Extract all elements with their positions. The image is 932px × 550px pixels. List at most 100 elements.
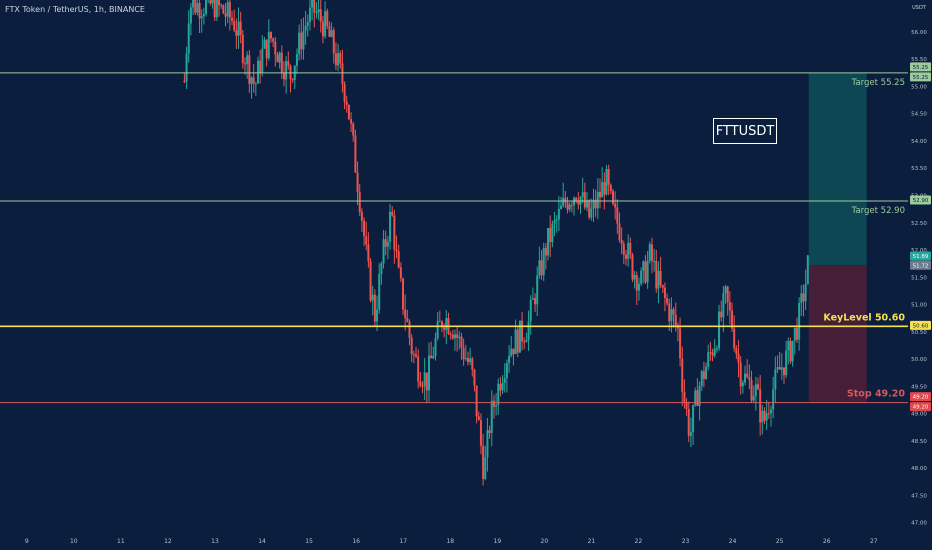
candle-body [694, 390, 697, 405]
candle-body [510, 348, 513, 356]
candle-body [631, 254, 634, 280]
candle-body [261, 48, 264, 73]
candle-body [748, 377, 751, 381]
y-tick-label: 50.50 [911, 330, 927, 336]
candle-body [763, 410, 766, 421]
candle-body [601, 182, 604, 198]
candle-body [343, 83, 346, 102]
candle-body [761, 410, 764, 423]
candle-body [670, 309, 673, 322]
candle-body [598, 192, 601, 198]
price-axis[interactable] [908, 0, 932, 550]
candle-body [657, 271, 660, 289]
candle-body [614, 203, 617, 208]
x-tick-label: 23 [682, 538, 690, 545]
candle-body [311, 0, 314, 8]
candle-body [544, 247, 547, 256]
candle-body [731, 310, 734, 329]
stop-zone [808, 265, 867, 403]
candle-body [412, 354, 415, 356]
candle-body [785, 350, 788, 376]
level-lines: Target 55.25 Target 52.90 KeyLevel 50.60 St… [0, 72, 908, 404]
candle-body [471, 358, 474, 370]
candle-body [373, 294, 376, 322]
symbol-annotation: FTTUSDT [713, 118, 777, 144]
candle-body [804, 284, 807, 302]
candle-body [241, 34, 244, 64]
candle-body [547, 228, 550, 256]
price-badge [910, 402, 931, 412]
candle-body [787, 340, 790, 351]
candle-body [575, 197, 578, 201]
candle-body [653, 260, 656, 262]
candle-body [752, 396, 755, 401]
candle-body [365, 236, 368, 245]
candle-body [512, 348, 515, 355]
candle-body [555, 219, 558, 221]
current-price-label: 51.72 [913, 263, 929, 269]
candle-body [497, 383, 500, 406]
price-badge-label: 50.60 [913, 323, 929, 329]
candle-body [237, 21, 240, 36]
candle-body [254, 83, 257, 85]
candle-body [713, 348, 716, 356]
candle-body [488, 430, 491, 433]
candle-body [393, 215, 396, 250]
candle-body [798, 302, 801, 340]
candle-body [399, 267, 402, 279]
level-label: KeyLevel 50.60 [823, 312, 905, 323]
candle-body [479, 420, 482, 446]
candle-body [681, 358, 684, 392]
x-tick-label: 17 [399, 538, 407, 545]
y-tick-label: 53.50 [911, 166, 927, 172]
candle-body [724, 286, 727, 294]
candle-body [514, 329, 517, 355]
time-axis[interactable] [0, 532, 932, 550]
y-tick-label: 55.00 [911, 84, 927, 90]
candle-body [196, 2, 199, 13]
candle-body [728, 302, 731, 311]
candle-body [319, 9, 322, 22]
candle-body [267, 32, 270, 59]
candle-body [802, 293, 805, 302]
candle-body [650, 244, 653, 262]
candle-body [769, 409, 772, 414]
candle-body [562, 197, 565, 206]
x-tick-label: 15 [305, 538, 313, 545]
candle-body [793, 327, 796, 341]
x-tick-label: 20 [541, 538, 549, 545]
candle-body [449, 333, 452, 335]
candle-body [337, 53, 340, 66]
candle-body [415, 354, 418, 357]
candle-body [672, 309, 675, 315]
candle-body [780, 367, 783, 370]
candle-body [419, 381, 422, 386]
level-label: Stop 49.20 [847, 389, 905, 400]
y-tick-label: 51.00 [911, 303, 927, 309]
candle-body [209, 0, 212, 4]
candle-body [588, 200, 591, 218]
level-label: Target 52.90 [851, 206, 905, 216]
candle-body [685, 402, 688, 409]
candle-body [806, 255, 809, 285]
candle-body [317, 9, 320, 13]
candle-body [404, 309, 407, 318]
candle-body [421, 385, 424, 387]
candle-body [321, 21, 324, 37]
candle-body [737, 354, 740, 363]
candle-body [274, 41, 277, 55]
x-tick-label: 26 [823, 538, 831, 545]
candle-body [603, 182, 606, 195]
candle-body [570, 204, 573, 206]
y-tick-label: 52.50 [911, 221, 927, 227]
candle-body [492, 400, 495, 407]
price-badge-label: 49.20 [913, 395, 929, 401]
candle-body [324, 11, 327, 37]
candle-body [410, 337, 413, 355]
candle-body [406, 317, 409, 322]
candle-body [402, 278, 405, 310]
candle-body [564, 197, 567, 203]
candle-body [482, 445, 485, 479]
candle-body [354, 135, 357, 173]
candle-body [389, 211, 392, 242]
